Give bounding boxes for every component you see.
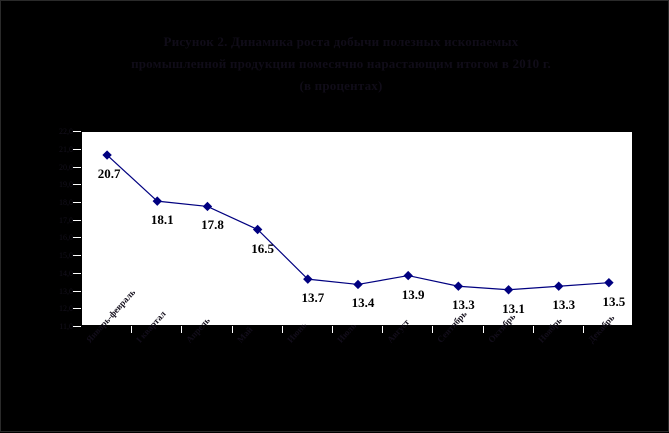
y-axis-tick-label: 14,0 [59, 268, 73, 278]
y-axis-tick-label: 17,0 [59, 215, 73, 225]
y-axis-tick [73, 148, 81, 150]
x-axis-tick [532, 326, 534, 333]
y-axis-tick-label: 16,0 [59, 233, 73, 243]
x-axis-labels: Январь-февраль I квартал Апрель Май Июнь Июль… [1, 287, 669, 433]
x-axis-tick [482, 326, 484, 333]
y-axis-tick-label: 20,0 [59, 162, 73, 172]
x-axis-tick [582, 326, 584, 333]
data-point-marker [252, 224, 263, 235]
y-axis-tick [73, 219, 81, 221]
y-axis-tick-label: 11,0 [59, 322, 73, 331]
y-axis-tick [73, 308, 81, 310]
y-axis-tick-label: 22,0 [59, 127, 73, 136]
x-axis-ticks [81, 326, 633, 333]
y-axis-ticks [73, 131, 81, 327]
data-point-marker [453, 281, 464, 291]
y-axis-tick [73, 290, 81, 292]
x-axis-tick [281, 326, 283, 333]
chart-title-line-3: (в процентах) [299, 78, 383, 93]
y-axis-tick-label: 18,0 [59, 197, 73, 207]
x-axis-tick [382, 326, 384, 333]
x-axis-category-label: Май [234, 324, 255, 345]
series-polyline [106, 154, 609, 291]
y-axis-tick [73, 255, 81, 257]
data-point-marker [604, 277, 614, 288]
y-axis-tick [73, 201, 81, 203]
y-axis-tick-label: 13,0 [59, 286, 73, 296]
data-point-marker [102, 150, 112, 160]
y-axis-tick [73, 184, 81, 186]
chart-title: Рисунок 2. Динамика роста добычи полезны… [61, 31, 621, 97]
data-point-marker [303, 274, 313, 284]
y-axis-tick [73, 237, 81, 239]
x-axis-tick [181, 326, 183, 333]
x-axis-tick [331, 326, 333, 333]
chart-title-line-1: Рисунок 2. Динамика роста добычи полезны… [163, 34, 519, 49]
y-axis-tick [73, 272, 81, 274]
series-markers [102, 150, 614, 295]
y-axis-labels: 22,0 21,0 20,0 19,0 18,0 17,0 16,0 15,0 14,0 13,0… [51, 121, 73, 336]
series-line-chart [102, 150, 614, 295]
y-axis-tick [73, 166, 81, 168]
y-axis-tick-label: 15,0 [59, 251, 73, 261]
y-axis-tick [73, 326, 81, 327]
plot-area [81, 131, 633, 326]
y-axis-tick-label: 21,0 [59, 144, 73, 154]
x-axis-tick [432, 326, 434, 333]
x-axis-tick [231, 326, 233, 333]
y-axis-tick-label: 19,0 [59, 180, 73, 190]
x-axis-tick [131, 326, 133, 333]
data-point-marker [353, 279, 363, 290]
y-axis-tick [73, 131, 81, 132]
data-point-marker [554, 281, 564, 291]
data-point-marker [403, 270, 413, 281]
data-point-marker [503, 285, 514, 295]
data-point-marker [202, 201, 213, 212]
data-point-marker [152, 196, 162, 206]
y-axis-tick-label: 12,0 [59, 304, 73, 314]
chart-title-line-2: промышленной продукции помесячно нараста… [131, 56, 551, 71]
